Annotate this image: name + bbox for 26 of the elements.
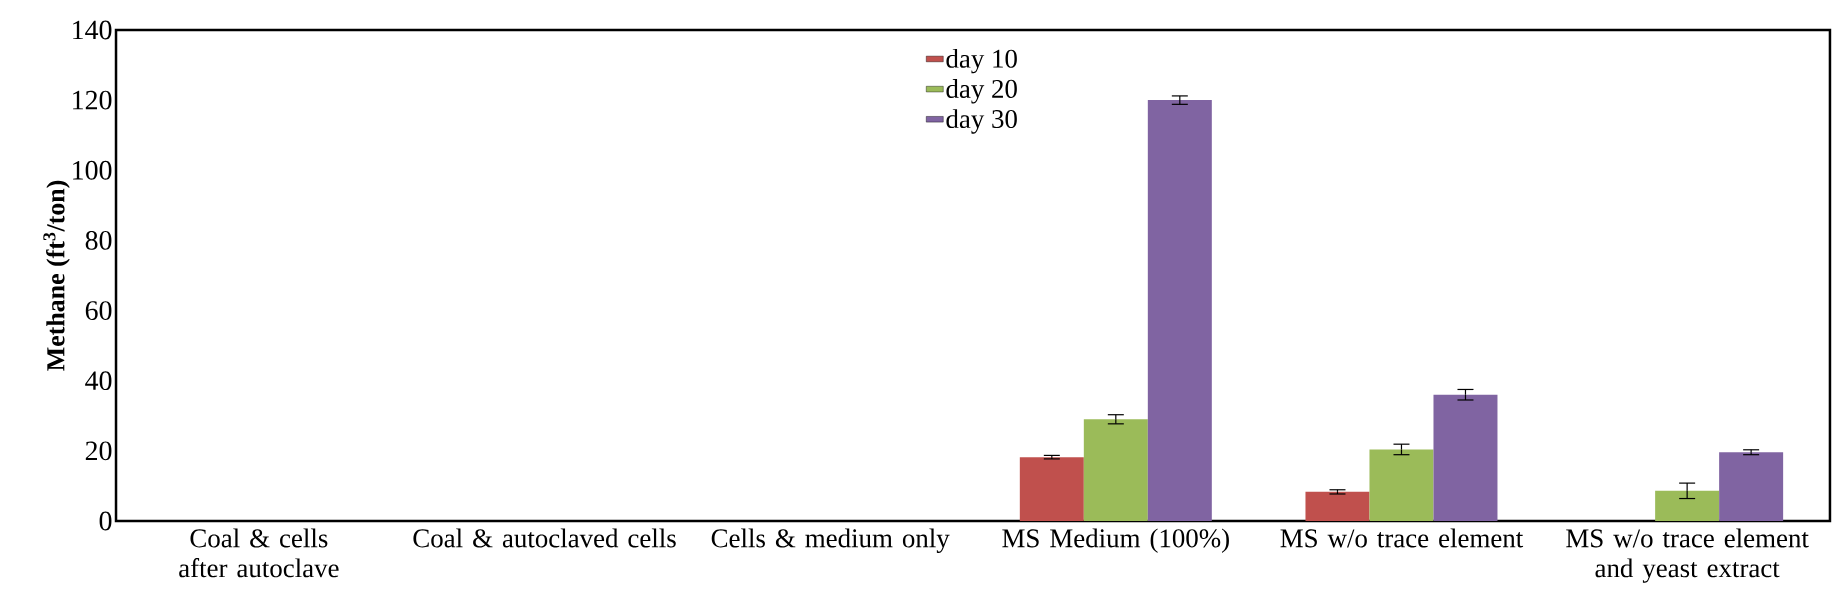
legend-label: day 30	[946, 109, 1017, 134]
bar	[1719, 452, 1784, 521]
text: Methane (ft$^{3}$/ton)	[43, 180, 70, 371]
y-tick-label: 80	[85, 231, 112, 250]
y-tick-label: 60	[85, 301, 112, 320]
y-tick-label: 20	[85, 441, 112, 461]
x-tick-label: Coal & cells after autoclave	[179, 528, 339, 578]
y-tick-label: 120	[73, 90, 112, 110]
bar	[1433, 394, 1498, 521]
bar	[1019, 457, 1084, 521]
y-tick-label: 0	[99, 511, 112, 531]
y-tick-label: 40	[85, 371, 112, 391]
bar	[1655, 490, 1720, 521]
x-tick-label: Cells & medium only	[711, 528, 950, 553]
bar	[1083, 419, 1148, 521]
legend-label: day 10	[946, 48, 1017, 74]
bar	[1147, 100, 1212, 521]
legend-label: day 20	[946, 79, 1017, 104]
x-tick-label: Coal & autoclaved cells	[413, 528, 676, 548]
x-tick-label: MS w/o trace element and yeast extract	[1566, 528, 1809, 583]
x-tick-label: MS Medium (100%)	[1002, 528, 1229, 553]
y-tick-label: 100	[73, 160, 112, 180]
bar	[1305, 491, 1370, 521]
bar	[1369, 449, 1434, 521]
y-tick-label: 140	[73, 20, 112, 40]
x-tick-label: MS w/o trace element	[1280, 528, 1524, 548]
